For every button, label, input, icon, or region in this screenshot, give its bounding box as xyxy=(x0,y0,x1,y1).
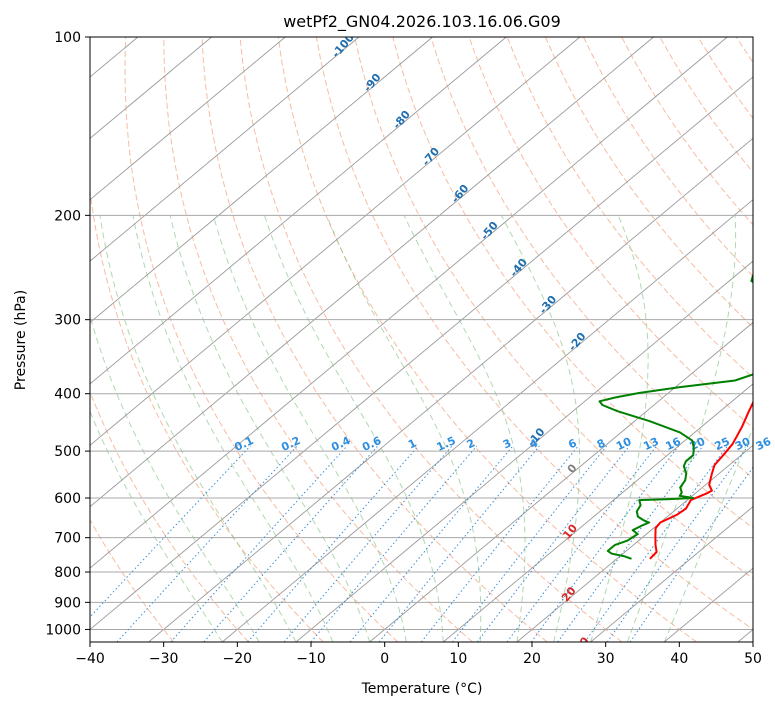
x-tick-label: 20 xyxy=(523,651,541,667)
dry-adiabat xyxy=(163,37,473,642)
moist-adiabat xyxy=(626,215,737,642)
mixing-ratio-line xyxy=(629,466,753,642)
plot-frame xyxy=(89,36,754,643)
dry-adiabat xyxy=(430,37,753,479)
dry-adiabat xyxy=(315,37,753,631)
isotherm-label: 30 xyxy=(572,634,592,654)
isotherm-line xyxy=(516,444,753,642)
isotherm-line xyxy=(369,321,753,642)
mixing-ratio-label: 10 xyxy=(614,435,634,453)
moist-adiabat xyxy=(500,215,581,642)
moist-adiabat xyxy=(99,215,297,642)
x-tick-label: −40 xyxy=(75,651,105,667)
mixing-ratio-label: 30 xyxy=(733,435,753,453)
mixing-ratio-label: 25 xyxy=(713,435,732,453)
isotherm-line xyxy=(90,37,286,201)
x-tick-label: 40 xyxy=(670,651,688,667)
moist-adiabat xyxy=(326,215,482,642)
mixing-ratio-line xyxy=(421,445,579,642)
mixing-ratio-line xyxy=(116,445,298,642)
mixing-ratio-label: 13 xyxy=(641,435,660,453)
moist-adiabat xyxy=(90,314,260,642)
mixing-ratio-line xyxy=(452,445,608,642)
isotherm-label: 40 xyxy=(595,676,615,696)
x-tick-label: 30 xyxy=(597,651,615,667)
y-tick-label: 700 xyxy=(54,531,81,547)
y-tick-label: 600 xyxy=(54,491,81,507)
mixing-ratio-line xyxy=(247,445,419,642)
x-tick-label: −30 xyxy=(149,651,179,667)
x-tick-label: 0 xyxy=(380,651,389,667)
isotherm-line xyxy=(0,37,64,642)
isotherm-line xyxy=(90,37,654,508)
isotherm-line xyxy=(590,506,753,642)
mixing-ratio-line xyxy=(606,445,749,642)
plot-background xyxy=(90,37,753,642)
mixing-ratio-line xyxy=(283,445,453,642)
moist-adiabat xyxy=(212,215,407,642)
y-tick-label: 100 xyxy=(54,30,81,46)
mixing-ratio-line xyxy=(310,445,478,642)
isotherm-line xyxy=(295,260,753,642)
mixing-ratio-line xyxy=(530,445,680,642)
mixing-ratio-line xyxy=(349,445,514,642)
dry-adiabat xyxy=(90,187,324,642)
dry-adiabat xyxy=(201,37,548,642)
isotherm-line xyxy=(442,383,753,642)
x-tick-label: −10 xyxy=(296,651,326,667)
y-tick-label: 200 xyxy=(54,208,81,224)
y-tick-label: 300 xyxy=(54,313,81,329)
mixing-ratio-label: 20 xyxy=(688,435,708,453)
dewpoint-profile xyxy=(598,272,753,560)
isotherm-line xyxy=(90,37,507,385)
isotherm-line xyxy=(90,37,212,139)
mixing-ratio-label: 36 xyxy=(754,435,774,453)
y-axis-label: Pressure (hPa) xyxy=(13,290,29,390)
mixing-ratio-line xyxy=(476,445,630,642)
isotherm-line xyxy=(221,199,753,642)
sounding-profiles xyxy=(598,272,753,560)
isotherm-line xyxy=(148,137,753,642)
dry-adiabat xyxy=(468,37,753,429)
isotherm-line xyxy=(90,37,581,446)
moist-adiabat xyxy=(663,426,753,642)
y-tick-label: 1000 xyxy=(45,622,81,638)
mixing-ratio-line xyxy=(90,445,251,618)
x-axis-label: Temperature (°C) xyxy=(361,681,483,697)
mixing-ratio-line xyxy=(170,445,348,642)
moist-adiabat xyxy=(590,215,649,642)
moist-adiabat xyxy=(403,215,526,642)
x-tick-label: −20 xyxy=(223,651,253,667)
isotherm-line xyxy=(90,76,753,631)
y-tick-label: 800 xyxy=(54,565,81,581)
dry-adiabat xyxy=(124,37,399,642)
x-axis-ticks: −40 −30 −20 −10 0 10 20 30 40 50 xyxy=(75,642,762,667)
y-axis-ticks: 1000 900 800 700 600 500 400 300 200 100 xyxy=(45,30,90,638)
mixing-ratio-label: 16 xyxy=(664,435,684,453)
moist-adiabat xyxy=(90,410,223,642)
y-tick-label: 400 xyxy=(54,387,81,403)
isotherm-line xyxy=(90,37,728,569)
isotherm-line xyxy=(90,37,360,262)
mixing-ratio-line xyxy=(584,445,728,642)
dry-adiabat xyxy=(239,37,623,642)
temperature-profile xyxy=(649,400,753,560)
y-tick-label: 900 xyxy=(54,595,81,611)
background-lines xyxy=(0,37,753,642)
moist-adiabat xyxy=(263,215,444,642)
y-tick-label: 500 xyxy=(54,444,81,460)
chart-title: wetPf2_GN04.2026.103.16.06.G09 xyxy=(283,12,561,32)
x-tick-label: 10 xyxy=(449,651,467,667)
dry-adiabat xyxy=(354,37,753,580)
dry-adiabat xyxy=(90,390,249,642)
dry-adiabat xyxy=(277,37,697,642)
isotherm-line xyxy=(90,37,433,324)
x-tick-label: 50 xyxy=(744,651,762,667)
